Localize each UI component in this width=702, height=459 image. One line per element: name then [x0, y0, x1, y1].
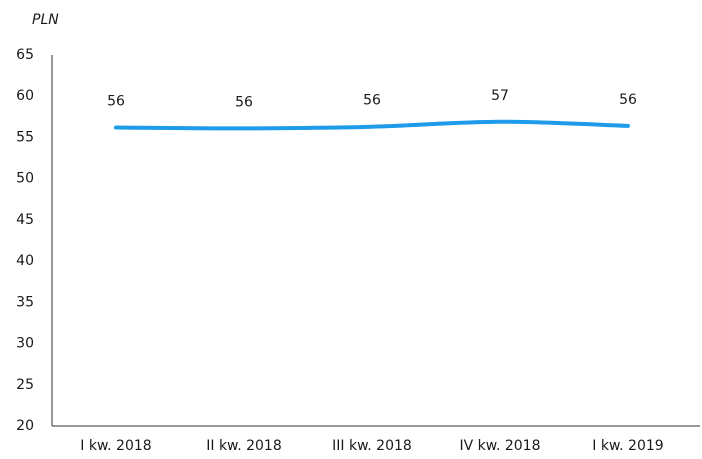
data-label: 56	[235, 94, 253, 110]
x-tick-label: III kw. 2018	[332, 438, 412, 454]
line	[114, 119, 630, 131]
y-tick-label: 20	[16, 418, 34, 434]
x-tick-label: I kw. 2019	[592, 438, 663, 454]
data-label: 56	[363, 93, 381, 109]
y-axis-label: PLN	[32, 12, 59, 28]
y-tick-label: 35	[16, 294, 34, 310]
y-tick-label: 50	[16, 171, 34, 187]
y-tick-label: 25	[16, 377, 34, 393]
data-label: 56	[619, 92, 637, 108]
y-tick-label: 40	[16, 253, 34, 269]
data-label: 57	[491, 88, 509, 104]
data-label: 56	[107, 94, 125, 110]
x-tick-label: II kw. 2018	[206, 438, 282, 454]
y-tick-label: 45	[16, 212, 34, 228]
y-tick-label: 30	[16, 336, 34, 352]
y-tick-label: 60	[16, 88, 34, 104]
y-tick-label: 65	[16, 47, 34, 63]
x-tick-label: I kw. 2018	[80, 438, 151, 454]
y-tick-label: 55	[16, 129, 34, 145]
x-tick-label: IV kw. 2018	[460, 438, 541, 454]
